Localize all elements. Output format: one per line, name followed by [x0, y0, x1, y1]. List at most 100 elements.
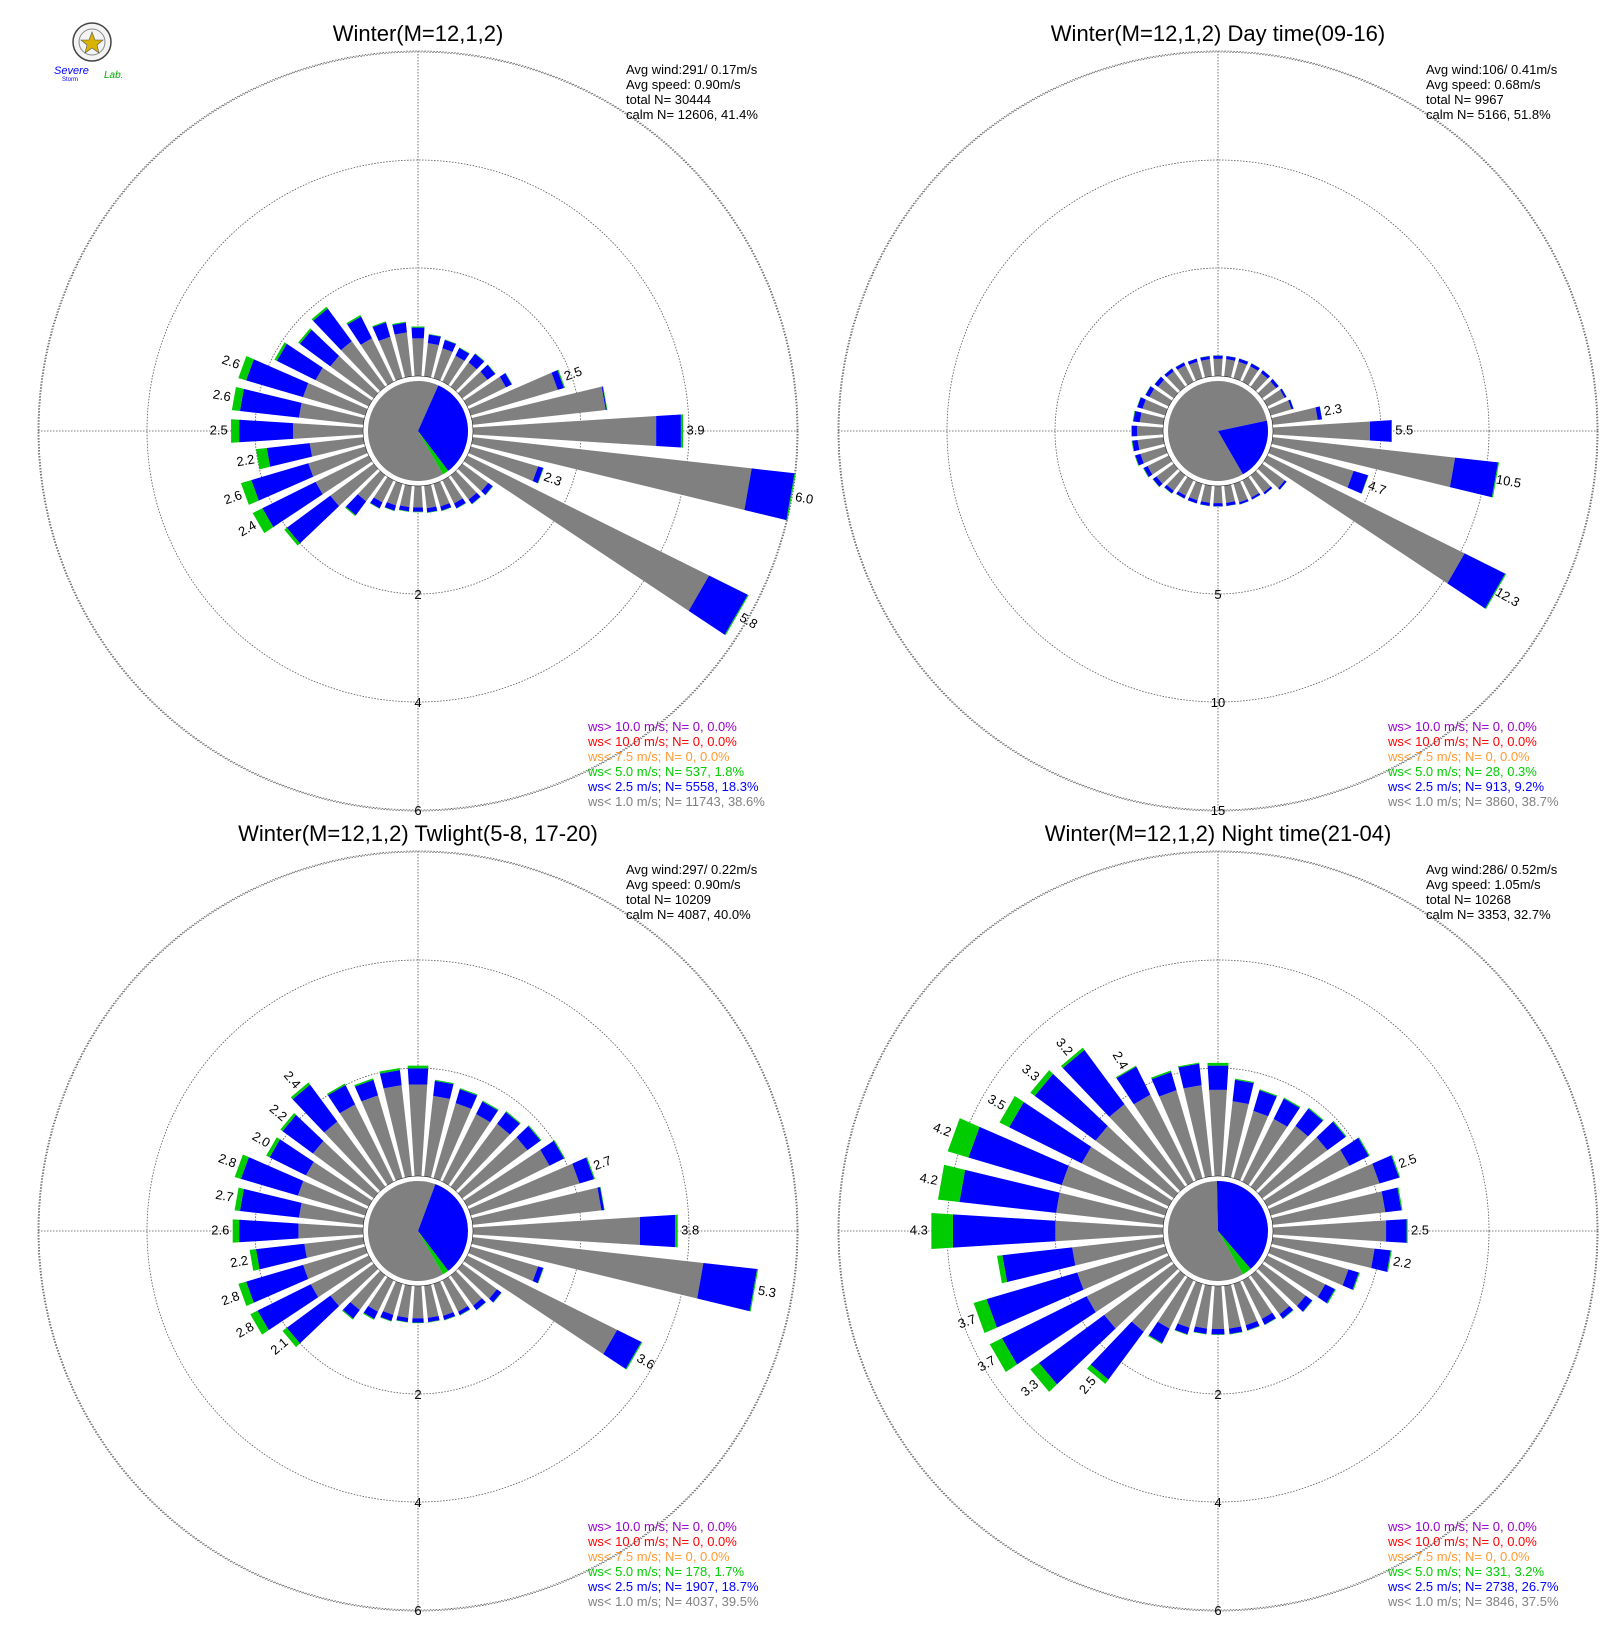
bar-segment-2-5	[455, 347, 470, 361]
bar-segment-calm	[383, 1281, 403, 1315]
bar-segment-calm	[397, 1284, 412, 1318]
bar-segment-2-5	[1278, 480, 1287, 490]
bar-value-label: 2.8	[233, 1319, 256, 1341]
bar-segment-2-5	[239, 419, 294, 443]
bar-value-label: 2.5	[210, 422, 228, 437]
bar-segment-2-5	[1288, 399, 1294, 410]
bar-segment-5-0	[250, 1310, 269, 1335]
bar-segment-calm	[1271, 407, 1318, 425]
bar-segment-5-0	[1164, 487, 1172, 494]
bar-segment-calm	[1139, 412, 1165, 425]
bar-segment-2-5	[1174, 1323, 1190, 1335]
bar-segment-2-5	[347, 316, 372, 345]
direction-bar	[342, 1270, 386, 1320]
direction-bar: 2.0	[250, 1128, 373, 1207]
bar-segment-5-0	[398, 509, 409, 512]
direction-bar	[442, 1100, 499, 1186]
bar-value-label: 2.7	[214, 1187, 234, 1205]
bar-segment-5-0	[441, 507, 452, 512]
bar-segment-calm	[1137, 437, 1165, 451]
bar-segment-2-5	[1316, 1121, 1346, 1151]
bar-segment-2-5	[1263, 486, 1273, 495]
bar-segment-5-0	[999, 1095, 1024, 1128]
bar-segment-2-5	[411, 327, 425, 339]
direction-bar	[1242, 363, 1260, 386]
direction-bar: 5.8	[463, 455, 760, 636]
bar-segment-calm	[1157, 1276, 1194, 1329]
bar-segment-calm	[1224, 359, 1235, 378]
bar-segment-calm	[1268, 1246, 1349, 1286]
logo-text-storm: Storm	[62, 77, 78, 83]
bar-segment-calm	[1233, 1281, 1258, 1326]
bar-value-label: 3.3	[1019, 1061, 1042, 1084]
bar-segment-2-5	[440, 503, 452, 511]
bar-segment-2-5	[442, 1312, 456, 1321]
bar-segment-2-5	[468, 353, 485, 370]
bar-segment-5-0	[586, 1157, 596, 1180]
bar-segment-5-0	[1308, 1107, 1324, 1121]
bar-segment-5-0	[1030, 1070, 1054, 1096]
direction-bar	[345, 470, 386, 517]
bar-segment-2-5	[412, 1318, 424, 1323]
bar-segment-calm	[310, 1255, 373, 1298]
bar-segment-calm	[450, 1270, 482, 1306]
stats-line: total N= 10268	[1426, 892, 1511, 907]
direction-bar	[1131, 437, 1165, 452]
bar-segment-5-0	[493, 1292, 502, 1303]
bar-segment-calm	[457, 371, 488, 399]
bar-value-label: 2.7	[591, 1153, 613, 1173]
bar-segment-2-5	[239, 1219, 299, 1243]
bar-segment-calm	[468, 372, 558, 416]
bar-segment-2-5	[1133, 410, 1142, 423]
bar-segment-calm	[340, 341, 386, 392]
bar-segment-calm	[1166, 470, 1186, 491]
direction-bar	[1187, 481, 1203, 504]
bar-segment-2-5	[1200, 355, 1210, 361]
bar-segment-2-5	[458, 1306, 470, 1316]
direction-bar	[457, 1125, 542, 1199]
direction-bar	[450, 470, 481, 505]
bar-segment-5-0	[1282, 1309, 1294, 1320]
direction-bar	[1224, 1284, 1243, 1335]
direction-bar	[471, 1186, 605, 1225]
bar-segment-5-0	[1251, 363, 1260, 369]
direction-bar	[1233, 481, 1249, 505]
direction-bar	[1131, 425, 1164, 437]
direction-bar	[1213, 485, 1223, 507]
direction-bar: 2.6	[222, 446, 368, 507]
bar-segment-2-5	[392, 322, 407, 335]
bar-segment-5-0	[1332, 1120, 1347, 1137]
direction-bar	[1263, 388, 1287, 407]
bar-segment-5-0	[1262, 370, 1271, 377]
bar-segment-5-0	[346, 314, 362, 325]
direction-bar	[1143, 455, 1173, 478]
bar-segment-calm	[1272, 421, 1370, 441]
bar-segment-2-5	[1253, 1090, 1277, 1117]
direction-bar: 3.9	[472, 414, 705, 448]
calm-pie-slice	[418, 431, 449, 475]
bar-segment-2-5	[476, 1101, 499, 1123]
bar-segment-5-0	[1211, 1334, 1225, 1335]
direction-bar: 2.3	[468, 446, 564, 489]
bar-segment-5-0	[505, 372, 513, 385]
bar-segment-calm	[1189, 481, 1203, 501]
bar-segment-2-5	[1296, 1295, 1313, 1312]
bar-segment-calm	[1263, 1149, 1350, 1207]
bar-segment-5-0	[1134, 455, 1139, 466]
bar-segment-5-0	[231, 386, 244, 412]
bar-segment-5-0	[947, 1118, 980, 1158]
bar-segment-calm	[293, 423, 364, 439]
bar-segment-2-5	[269, 1139, 314, 1176]
bar-segment-5-0	[1264, 1318, 1277, 1326]
bar-segment-5-0	[1252, 494, 1261, 500]
legend-entry: ws> 10.0 m/s; N= 0, 0.0%	[1387, 1519, 1537, 1534]
direction-bar	[433, 339, 457, 381]
direction-bar: 2.4	[236, 455, 373, 539]
bar-segment-5-0	[384, 507, 395, 512]
bar-segment-calm	[373, 476, 394, 503]
direction-bar	[412, 485, 424, 513]
direction-bar	[442, 347, 470, 386]
direction-bar	[463, 372, 513, 407]
bar-segment-5-0	[1131, 425, 1132, 437]
stats-line: calm N= 3353, 32.7%	[1426, 907, 1551, 922]
